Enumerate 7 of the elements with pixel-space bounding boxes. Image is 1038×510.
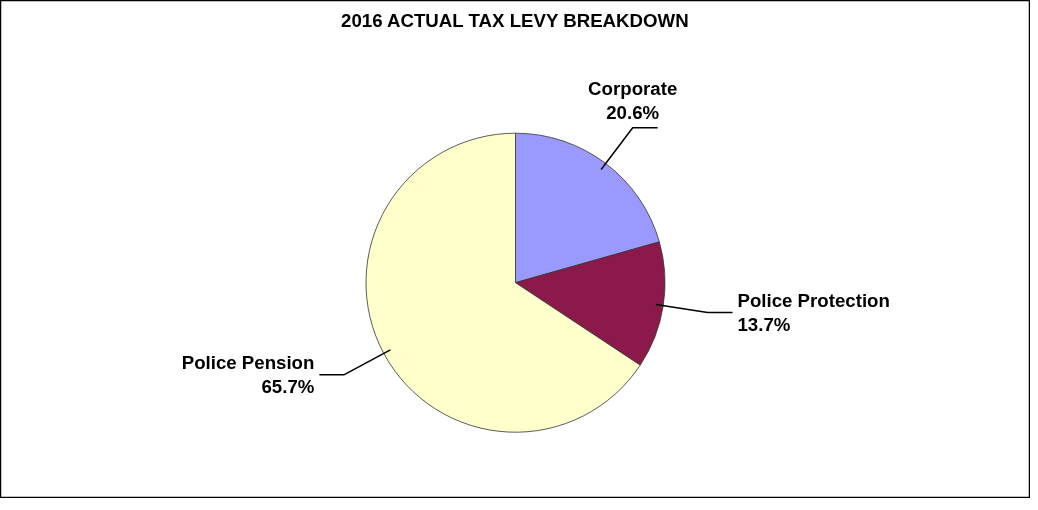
data-label: 65.7% (261, 376, 315, 398)
slice-label: Corporate (588, 77, 678, 99)
slice-label: Police Protection (737, 289, 890, 311)
data-label: 20.6% (606, 101, 660, 123)
slice-label: Police Pension (181, 352, 315, 374)
data-label: 13.7% (737, 314, 791, 336)
chart-title: 2016 ACTUAL TAX LEVY BREAKDOWN (341, 9, 689, 31)
